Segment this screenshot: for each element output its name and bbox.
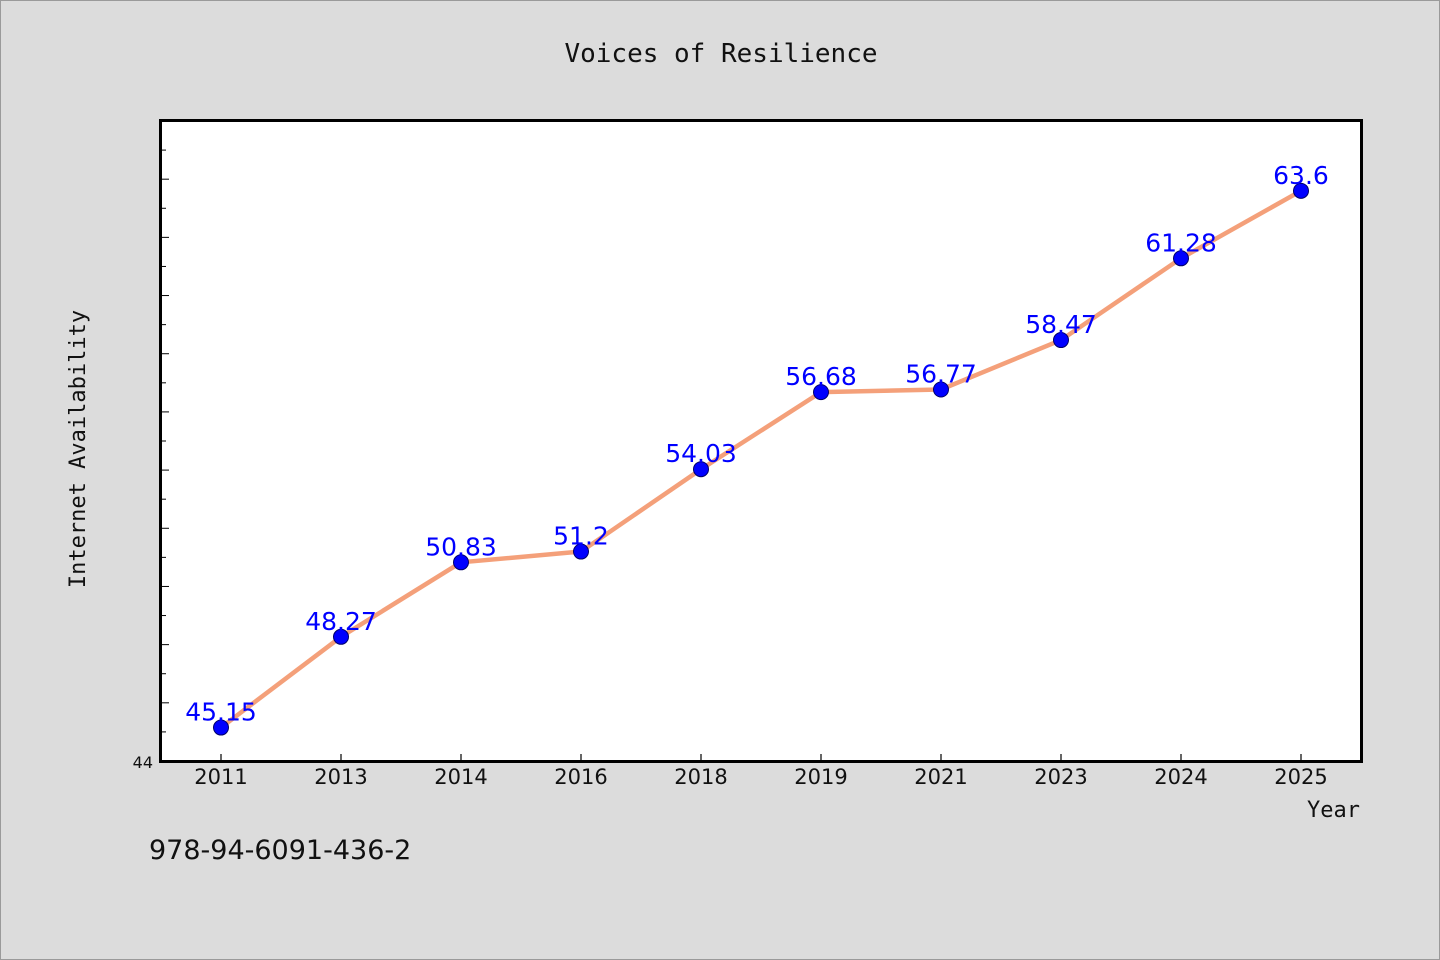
x-tick-label: 2011 xyxy=(194,765,247,789)
data-point xyxy=(333,628,349,645)
data-label: 58.47 xyxy=(1025,310,1097,339)
data-point xyxy=(573,543,589,560)
data-point xyxy=(933,381,949,398)
x-axis-tick-labels: 2011 2013 2014 2016 2018 2019 2021 2023 2024 2025 xyxy=(194,765,1327,789)
series-line xyxy=(218,188,1304,730)
x-tick-label: 2025 xyxy=(1274,765,1327,789)
x-axis-label: Year xyxy=(1307,798,1360,823)
x-tick-label: 2016 xyxy=(554,765,607,789)
data-label: 63.6 xyxy=(1273,161,1329,190)
x-axis-ticks xyxy=(220,754,1302,761)
data-point xyxy=(693,461,709,478)
chart-title: Voices of Resilience xyxy=(564,39,877,69)
data-point xyxy=(813,384,829,401)
series-line-group xyxy=(218,188,1304,730)
data-label: 51.2 xyxy=(553,522,609,551)
data-label: 56.77 xyxy=(905,360,977,389)
data-markers xyxy=(213,182,1309,736)
x-tick-label: 2024 xyxy=(1154,765,1207,789)
data-point xyxy=(453,554,469,571)
data-point xyxy=(1053,332,1069,349)
y-axis-ticks xyxy=(161,149,169,733)
data-label: 50.83 xyxy=(425,532,497,561)
x-tick-label: 2018 xyxy=(674,765,727,789)
data-point xyxy=(213,719,229,736)
x-tick-label: 2021 xyxy=(914,765,967,789)
x-tick-label: 2013 xyxy=(314,765,367,789)
data-point xyxy=(1293,182,1309,199)
y-tick-label-min: 44 xyxy=(133,753,153,772)
y-axis-label: Internet Availability xyxy=(66,310,91,588)
data-point xyxy=(1173,250,1189,267)
data-label: 54.03 xyxy=(665,439,737,468)
plot-area xyxy=(159,119,1363,763)
data-labels: 45.15 48.27 50.83 51.2 54.03 56.68 56.77 58.47 6… xyxy=(185,161,1329,727)
x-tick-label: 2019 xyxy=(794,765,847,789)
data-label: 48.27 xyxy=(305,607,377,636)
data-label: 61.28 xyxy=(1145,228,1217,257)
data-label: 45.15 xyxy=(185,698,257,727)
x-tick-label: 2023 xyxy=(1034,765,1087,789)
x-tick-label: 2014 xyxy=(434,765,487,789)
data-label: 56.68 xyxy=(785,362,857,391)
isbn-text: 978-94-6091-436-2 xyxy=(149,835,412,866)
